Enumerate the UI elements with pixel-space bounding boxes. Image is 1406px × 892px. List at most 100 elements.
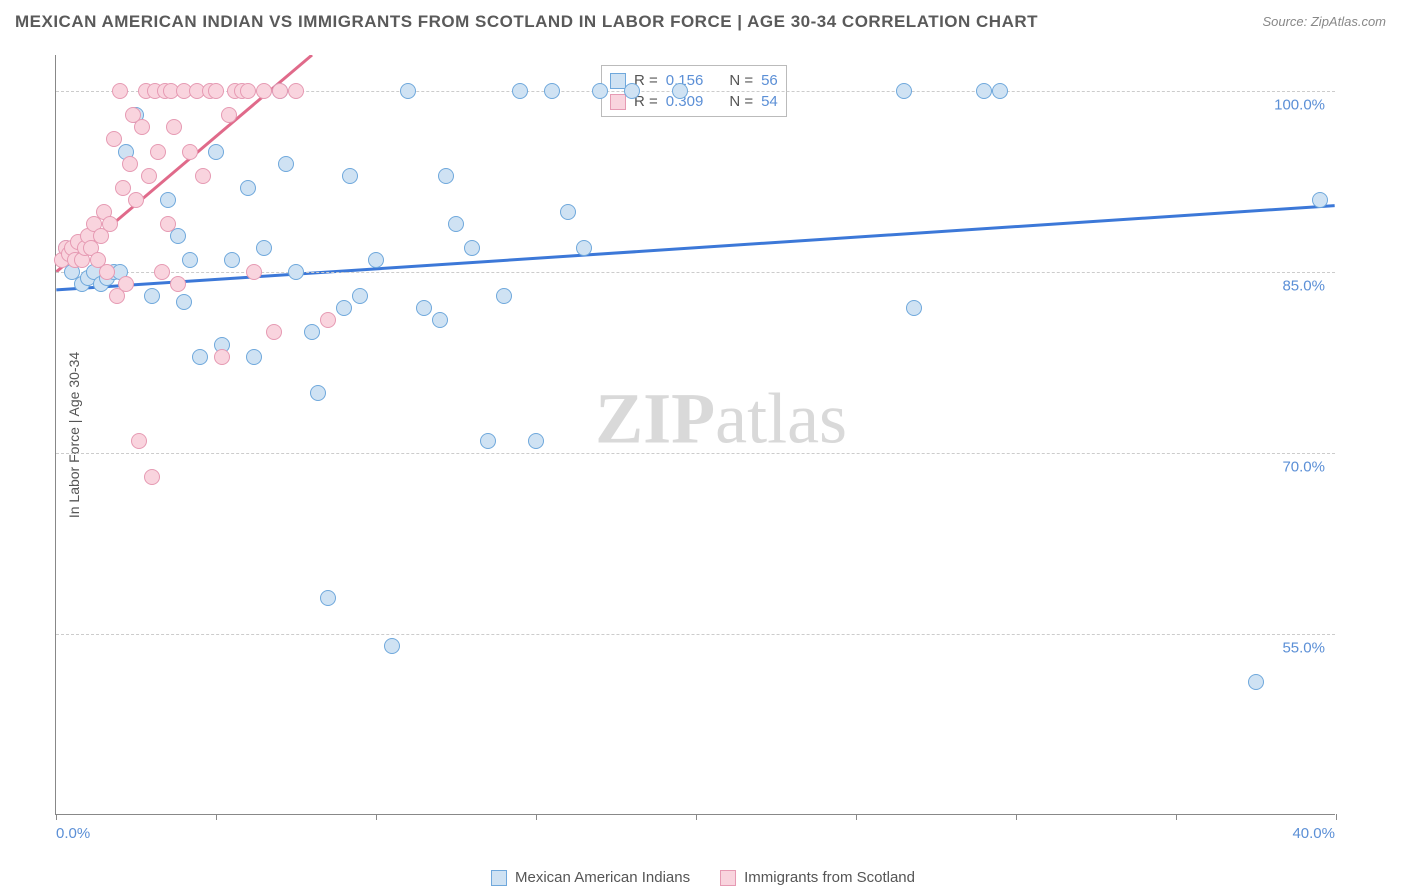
scatter-point <box>336 300 352 316</box>
scatter-point <box>496 288 512 304</box>
watermark-bold: ZIP <box>595 379 715 459</box>
scatter-point <box>320 590 336 606</box>
scatter-point <box>166 119 182 135</box>
scatter-point <box>278 156 294 172</box>
scatter-point <box>438 168 454 184</box>
scatter-point <box>214 349 230 365</box>
ytick-label: 55.0% <box>1282 640 1325 657</box>
scatter-point <box>672 83 688 99</box>
xtick <box>1176 814 1177 820</box>
scatter-point <box>240 180 256 196</box>
scatter-point <box>480 433 496 449</box>
scatter-point <box>208 144 224 160</box>
scatter-point <box>192 349 208 365</box>
legend-item-2: Immigrants from Scotland <box>720 869 915 886</box>
scatter-point <box>102 216 118 232</box>
scatter-point <box>592 83 608 99</box>
scatter-point <box>1248 674 1264 690</box>
stats-swatch <box>610 94 626 110</box>
stats-n-value: 54 <box>761 93 778 110</box>
y-axis-label: In Labor Force | Age 30-34 <box>66 351 82 517</box>
ytick-label: 85.0% <box>1282 278 1325 295</box>
stats-n-label: N = <box>729 72 753 89</box>
scatter-point <box>134 119 150 135</box>
scatter-point <box>266 324 282 340</box>
legend-swatch-1 <box>491 870 507 886</box>
scatter-point <box>144 469 160 485</box>
scatter-point <box>240 83 256 99</box>
watermark-thin: atlas <box>715 379 847 459</box>
scatter-point <box>176 294 192 310</box>
scatter-point <box>131 433 147 449</box>
legend-label-2: Immigrants from Scotland <box>744 869 915 886</box>
scatter-point <box>160 216 176 232</box>
bottom-legend: Mexican American Indians Immigrants from… <box>491 869 915 886</box>
scatter-point <box>256 240 272 256</box>
xtick <box>856 814 857 820</box>
scatter-point <box>256 83 272 99</box>
scatter-point <box>906 300 922 316</box>
scatter-point <box>288 264 304 280</box>
scatter-point <box>624 83 640 99</box>
scatter-point <box>224 252 240 268</box>
scatter-point <box>992 83 1008 99</box>
scatter-point <box>576 240 592 256</box>
scatter-point <box>320 312 336 328</box>
scatter-point <box>896 83 912 99</box>
scatter-point <box>122 156 138 172</box>
scatter-point <box>182 252 198 268</box>
gridline-h <box>56 453 1335 454</box>
ytick-label: 70.0% <box>1282 459 1325 476</box>
scatter-point <box>115 180 131 196</box>
xtick <box>696 814 697 820</box>
scatter-point <box>99 264 115 280</box>
scatter-point <box>154 264 170 280</box>
scatter-point <box>288 83 304 99</box>
stats-n-value: 56 <box>761 72 778 89</box>
scatter-point <box>342 168 358 184</box>
gridline-h <box>56 634 1335 635</box>
scatter-point <box>118 276 134 292</box>
scatter-point <box>1312 192 1328 208</box>
scatter-point <box>195 168 211 184</box>
scatter-point <box>560 204 576 220</box>
trend-lines-svg <box>56 55 1335 814</box>
x-axis-max-label: 40.0% <box>1292 825 1335 842</box>
scatter-point <box>432 312 448 328</box>
scatter-point <box>304 324 320 340</box>
scatter-point <box>352 288 368 304</box>
ytick-label: 100.0% <box>1274 97 1325 114</box>
scatter-point <box>544 83 560 99</box>
scatter-point <box>464 240 480 256</box>
scatter-point <box>246 349 262 365</box>
legend-item-1: Mexican American Indians <box>491 869 690 886</box>
chart-title: MEXICAN AMERICAN INDIAN VS IMMIGRANTS FR… <box>15 12 1038 32</box>
scatter-point <box>272 83 288 99</box>
scatter-point <box>448 216 464 232</box>
xtick <box>536 814 537 820</box>
scatter-point <box>512 83 528 99</box>
scatter-point <box>144 288 160 304</box>
xtick <box>1336 814 1337 820</box>
scatter-point <box>384 638 400 654</box>
xtick <box>1016 814 1017 820</box>
scatter-point <box>976 83 992 99</box>
watermark: ZIPatlas <box>595 378 847 461</box>
scatter-point <box>221 107 237 123</box>
chart-area: In Labor Force | Age 30-34 ZIPatlas 0.0%… <box>55 55 1335 815</box>
scatter-point <box>141 168 157 184</box>
scatter-point <box>246 264 262 280</box>
scatter-point <box>170 276 186 292</box>
scatter-point <box>416 300 432 316</box>
legend-label-1: Mexican American Indians <box>515 869 690 886</box>
stats-swatch <box>610 73 626 89</box>
scatter-point <box>400 83 416 99</box>
scatter-point <box>310 385 326 401</box>
xtick <box>376 814 377 820</box>
scatter-point <box>160 192 176 208</box>
xtick <box>56 814 57 820</box>
scatter-point <box>368 252 384 268</box>
xtick <box>216 814 217 820</box>
source-label: Source: ZipAtlas.com <box>1262 14 1386 29</box>
scatter-point <box>528 433 544 449</box>
